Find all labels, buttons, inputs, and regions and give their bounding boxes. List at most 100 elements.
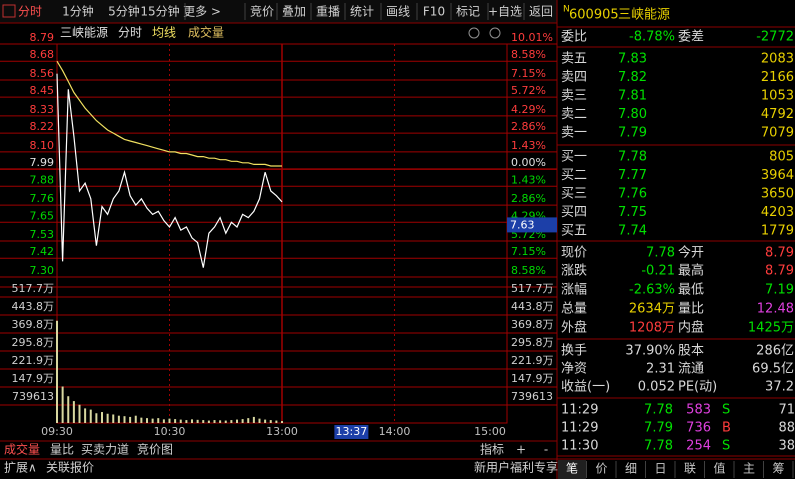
quote-label: 内盘 — [678, 320, 704, 336]
quote-label: 流通 — [678, 362, 704, 377]
indicator-tab[interactable]: 成交量 — [4, 442, 40, 457]
volume-bar — [207, 420, 210, 423]
panel-tab[interactable]: 细 — [625, 462, 637, 476]
toolbar-button[interactable]: 统计 — [350, 5, 374, 19]
volume-bar — [236, 419, 238, 423]
price-line — [56, 73, 283, 268]
toolbar-button[interactable]: 分时 — [18, 5, 42, 19]
y-tick-label: 147.9万 — [511, 372, 554, 385]
tick-price: 7.78 — [644, 439, 673, 454]
toolbar-button[interactable]: 返回 — [529, 5, 553, 19]
volume-bar — [56, 320, 58, 423]
tick-price: 7.79 — [644, 421, 673, 436]
chart-icon[interactable] — [489, 27, 501, 39]
tick-side: S — [722, 403, 730, 418]
book-price: 7.78 — [618, 150, 647, 165]
toolbar-button[interactable]: 标记 — [456, 5, 480, 19]
average-line — [56, 60, 282, 167]
book-volume: 2166 — [761, 70, 794, 85]
quote-name: 三峡能源 — [618, 8, 670, 23]
panel-tab[interactable]: 价 — [595, 462, 607, 476]
pct-label: 1.43% — [511, 139, 546, 152]
panel-tab[interactable]: 筹 — [772, 462, 784, 476]
volume-bar — [202, 420, 205, 423]
indicator-tab[interactable]: 量比 — [50, 443, 74, 457]
toolbar-icon — [2, 4, 16, 18]
toolbar-button[interactable]: 画线 — [386, 5, 410, 19]
quote-label: 换手 — [561, 344, 587, 359]
tick-time: 11:29 — [561, 421, 598, 436]
panel-tab[interactable]: 主 — [743, 462, 755, 476]
chart-label[interactable]: 均线 — [152, 26, 176, 40]
indicator-tab[interactable]: 竞价图 — [137, 443, 173, 457]
volume-bar — [146, 418, 148, 423]
footer-button[interactable]: 扩展∧ — [4, 461, 37, 475]
toolbar-button[interactable]: 5分钟 — [108, 4, 140, 19]
quote-value: 2634万 — [629, 302, 675, 317]
y-tick-label: 7.30 — [30, 264, 55, 277]
quote-label: 最高 — [678, 263, 704, 279]
cursor-time: 13:37 — [336, 425, 368, 438]
toolbar-button[interactable]: 重播 — [316, 5, 340, 19]
volume-bar — [281, 421, 283, 423]
toolbar-button[interactable]: +自选 — [488, 5, 522, 19]
promo[interactable]: 新用户福利专享 — [474, 460, 558, 475]
book-volume: 7079 — [761, 126, 794, 141]
chart-icon[interactable] — [468, 27, 480, 39]
volume-bar — [162, 419, 165, 423]
volume-bar — [117, 415, 120, 423]
y-tick-label: 8.79 — [30, 31, 55, 44]
book-label: 买一 — [561, 150, 587, 165]
book-label: 买三 — [561, 187, 587, 202]
toolbar-button[interactable]: 更多 > — [183, 5, 221, 19]
quote-label: 涨幅 — [561, 283, 587, 298]
toolbar-button[interactable]: 竞价 — [250, 5, 274, 19]
quote-label: 外盘 — [561, 320, 587, 336]
indicator-button[interactable]: + — [516, 443, 526, 457]
panel-tab[interactable]: 日 — [654, 462, 666, 476]
toolbar-button[interactable]: 1分钟 — [62, 4, 94, 19]
x-tick-label: 10:30 — [154, 425, 186, 438]
y-tick-label: 517.7万 — [511, 282, 554, 295]
x-tick-label: 15:00 — [474, 425, 506, 438]
volume-bar — [174, 419, 177, 423]
pct-label: 8.58% — [511, 264, 546, 277]
y-tick-label: 739613 — [511, 390, 553, 403]
y-tick-label: 8.22 — [30, 120, 55, 133]
indicator-tab[interactable]: 买卖力道 — [81, 443, 129, 457]
book-volume: 4203 — [761, 205, 794, 220]
toolbar-button[interactable]: F10 — [423, 5, 445, 19]
pct-label: 7.15% — [511, 67, 546, 80]
volume-bar — [258, 418, 261, 423]
book-volume: 1779 — [761, 224, 794, 239]
panel-tab[interactable]: 值 — [713, 461, 725, 476]
book-volume: 4792 — [761, 107, 794, 122]
book-volume: 3650 — [761, 187, 794, 202]
volume-bar — [140, 417, 143, 423]
footer-button[interactable]: 关联报价 — [46, 460, 94, 475]
quote-value: -2772 — [756, 30, 794, 45]
panel-tab[interactable]: 笔 — [566, 461, 578, 476]
book-price: 7.74 — [618, 224, 647, 239]
toolbar-button[interactable]: 叠加 — [282, 5, 306, 19]
volume-bar — [213, 420, 216, 423]
y-tick-label: 221.9万 — [12, 354, 55, 367]
book-price: 7.75 — [618, 205, 647, 220]
y-tick-label: 7.76 — [30, 192, 55, 205]
indicator-button[interactable]: - — [544, 443, 548, 457]
volume-bar — [247, 418, 250, 423]
chart-label[interactable]: 分时 — [118, 26, 142, 40]
chart-label[interactable]: 成交量 — [188, 25, 224, 40]
quote-label: 最低 — [678, 283, 704, 298]
cursor-time-box — [334, 425, 369, 439]
volume-bar — [224, 420, 227, 423]
volume-bar — [67, 396, 70, 423]
x-tick-label: 14:00 — [379, 425, 411, 438]
indicator-button[interactable]: 指标 — [480, 442, 504, 457]
y-tick-label: 369.8万 — [12, 318, 55, 331]
toolbar-button[interactable]: 15分钟 — [140, 4, 179, 19]
book-label: 买五 — [561, 224, 587, 239]
panel-tab[interactable]: 联 — [684, 462, 696, 476]
book-price: 7.79 — [618, 126, 647, 141]
